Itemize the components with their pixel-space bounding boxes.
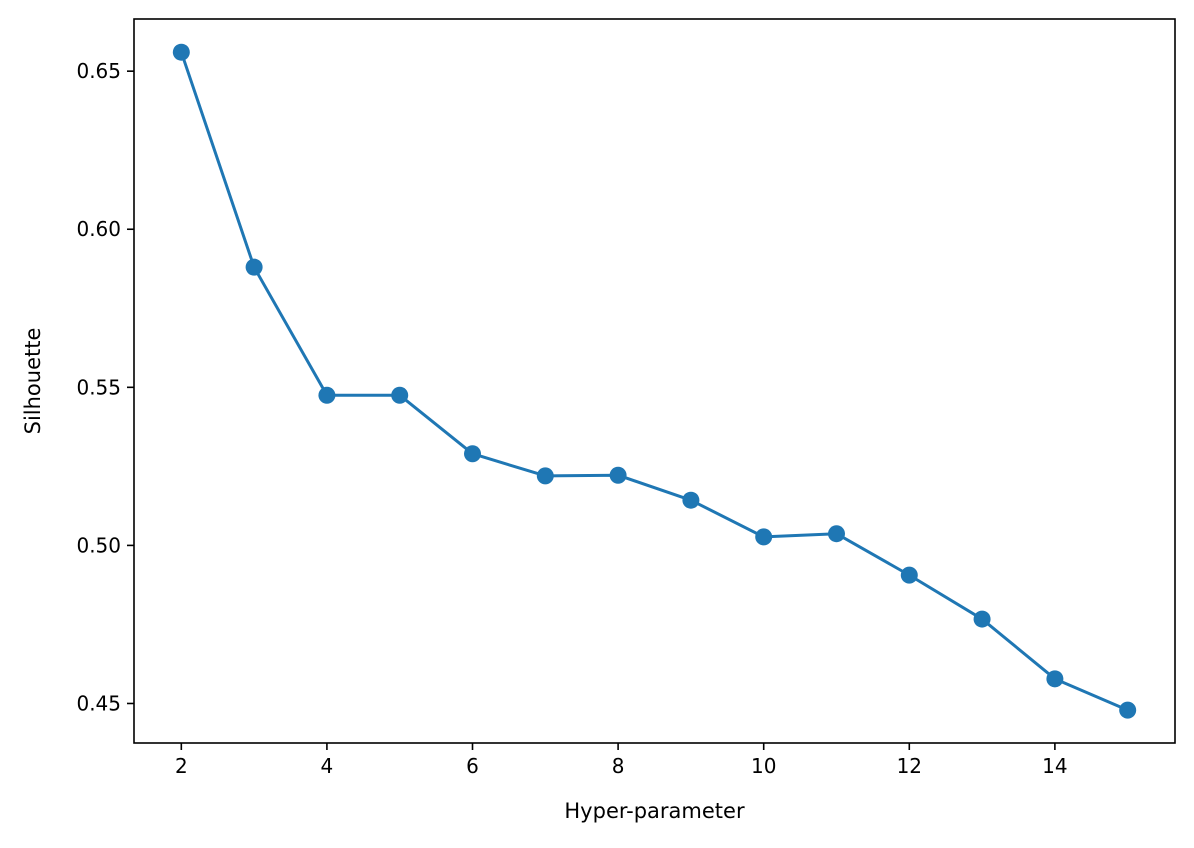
x-axis-ticks: 2 4 6 8 10 12 14 (175, 743, 1068, 778)
data-point (900, 566, 918, 584)
data-point (536, 467, 554, 485)
data-point (318, 386, 336, 404)
data-point (973, 610, 991, 628)
plot-frame (133, 18, 1176, 744)
series-layer (172, 43, 1137, 719)
x-tick-label: 8 (612, 754, 625, 778)
y-tick-label: 0.65 (76, 59, 121, 83)
data-point (172, 43, 190, 61)
data-point (245, 258, 263, 276)
data-point (827, 525, 845, 543)
data-point (609, 466, 627, 484)
x-axis-label: Hyper-parameter (564, 799, 745, 823)
data-point (682, 491, 700, 509)
y-axis-label: Silhouette (21, 328, 45, 435)
plot-area (134, 19, 1175, 743)
x-tick-label: 4 (321, 754, 334, 778)
data-point (755, 528, 773, 546)
y-tick-label: 0.45 (76, 691, 121, 715)
x-tick-label: 2 (175, 754, 188, 778)
y-tick-label: 0.50 (76, 533, 121, 557)
x-tick-label: 14 (1042, 754, 1067, 778)
x-tick-label: 10 (751, 754, 776, 778)
x-tick-label: 12 (897, 754, 922, 778)
y-axis-ticks: 0.45 0.50 0.55 0.60 0.65 (76, 59, 134, 715)
data-point (464, 445, 482, 463)
series-line (179, 50, 1130, 712)
x-tick-label: 6 (466, 754, 479, 778)
y-tick-label: 0.55 (76, 375, 121, 399)
data-point (1046, 670, 1064, 688)
y-tick-label: 0.60 (76, 217, 121, 241)
data-point (391, 386, 409, 404)
data-point (1119, 701, 1137, 719)
